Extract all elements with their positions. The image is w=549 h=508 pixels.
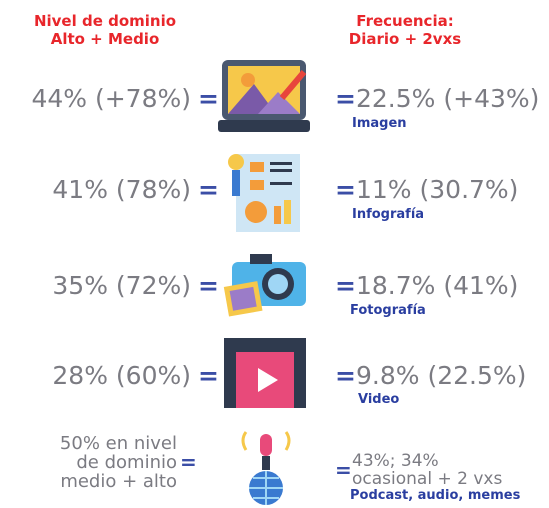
text-line: de dominio [60,453,177,472]
text-line: 50% en nivel [60,434,177,453]
header-line: Frecuencia: [330,12,480,30]
left-value: 44% (+78%) [31,84,191,114]
equals: = [335,271,356,300]
text-line: 43%; 34% [352,452,502,470]
left-value: 28% (60%) [52,361,191,391]
category-label: Imagen [352,116,407,131]
header-line: Diario + 2vxs [330,30,480,48]
image-icon [218,58,310,136]
equals: = [180,450,197,474]
category-label: Podcast, audio, memes [350,488,520,503]
equals: = [198,175,219,204]
category-label: Fotografía [350,303,426,318]
category-label: Video [358,392,399,407]
photo-icon [222,250,310,322]
equals: = [335,361,356,390]
infographic-icon [222,148,308,234]
right-value: 18.7% (41%) [356,271,518,301]
equals: = [198,271,219,300]
left-header: Nivel de dominio Alto + Medio [10,12,200,48]
equals: = [198,84,219,113]
text-line: ocasional + 2 vxs [352,470,502,488]
header-line: Nivel de dominio [10,12,200,30]
header-line: Alto + Medio [10,30,200,48]
right-value: 22.5% (+43%) [356,84,539,114]
left-value: 41% (78%) [52,175,191,205]
equals: = [198,361,219,390]
right-header: Frecuencia: Diario + 2vxs [330,12,480,48]
infographic: Nivel de dominio Alto + Medio Frecuencia… [0,0,549,508]
equals: = [335,175,356,204]
left-value: 35% (72%) [52,271,191,301]
right-value: 11% (30.7%) [356,175,518,205]
text-line: medio + alto [60,472,177,491]
equals: = [335,458,352,482]
right-value: 9.8% (22.5%) [356,361,526,391]
equals: = [335,84,356,113]
left-value: 50% en nivel de dominio medio + alto [60,434,177,491]
category-label: Infografía [352,207,424,222]
right-value: 43%; 34% ocasional + 2 vxs [352,452,502,488]
podcast-icon [236,430,296,506]
video-icon [222,336,308,410]
